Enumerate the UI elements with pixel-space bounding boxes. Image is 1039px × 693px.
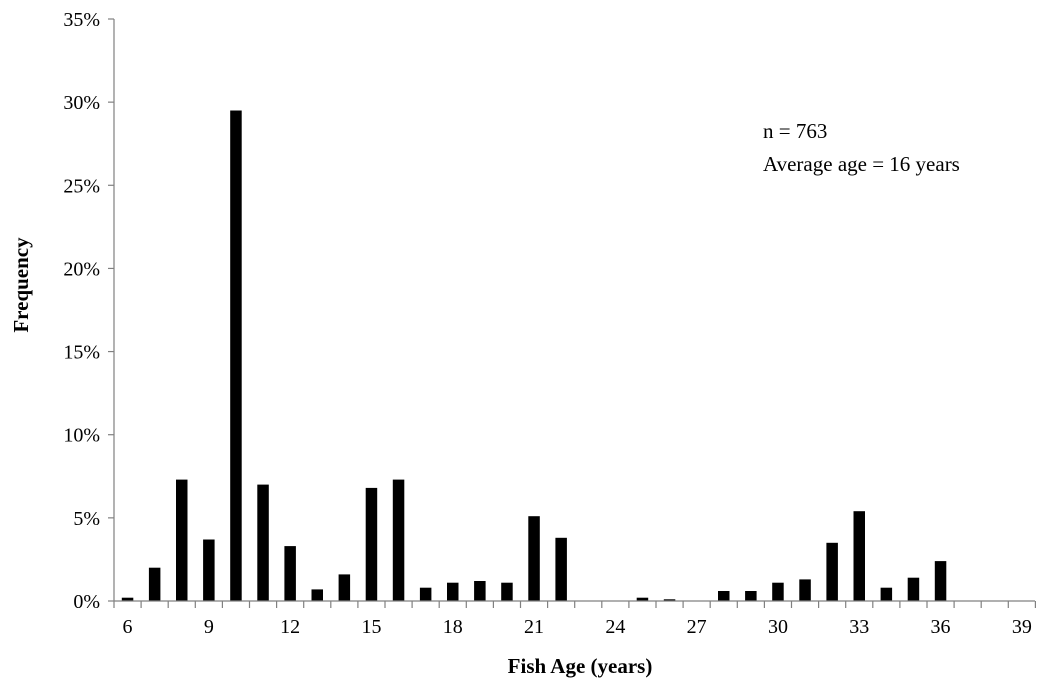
y-tick-label: 35% xyxy=(63,9,100,31)
bar-age-16 xyxy=(392,479,405,601)
x-tick-label: 15 xyxy=(361,616,381,638)
bar-age-17 xyxy=(419,587,432,601)
axes-group xyxy=(108,18,1037,608)
x-tick-label: 36 xyxy=(931,616,951,638)
bar-age-7 xyxy=(148,567,161,601)
bar-age-33 xyxy=(853,511,865,601)
x-axis-title: Fish Age (years) xyxy=(508,654,653,678)
annotation-n: n = 763 xyxy=(763,119,827,143)
x-tick-label: 27 xyxy=(687,616,707,638)
bar-age-26 xyxy=(663,599,676,601)
y-tick-label: 5% xyxy=(73,508,100,530)
bar-age-29 xyxy=(745,591,757,601)
bar-age-11 xyxy=(257,484,269,601)
x-tick-label: 39 xyxy=(1012,616,1032,638)
bar-age-21 xyxy=(528,516,540,601)
y-axis-title: Frequency xyxy=(9,237,33,333)
bar-age-13 xyxy=(311,589,323,601)
bar-age-22 xyxy=(555,537,567,601)
bar-age-10 xyxy=(230,110,242,601)
bar-age-8 xyxy=(176,479,188,601)
bar-age-15 xyxy=(365,487,378,601)
y-tick-label: 15% xyxy=(63,342,100,364)
x-tick-label: 12 xyxy=(280,616,300,638)
labels-group: 0% 5% 10% 15% 20% 25% 30% 35% 6 9 12 15 18 21 24 27 30 33… xyxy=(63,9,1032,638)
x-tick-label: 24 xyxy=(605,616,625,638)
y-tick-label: 25% xyxy=(63,175,100,197)
bar-age-31 xyxy=(799,579,811,601)
bar-age-32 xyxy=(826,542,838,601)
x-tick-label: 30 xyxy=(768,616,788,638)
x-tick-label: 21 xyxy=(524,616,544,638)
y-tick-label: 20% xyxy=(63,258,100,280)
bar-age-34 xyxy=(880,587,893,601)
bar-age-9 xyxy=(203,539,215,601)
x-tick-label: 18 xyxy=(443,616,463,638)
annotation-average-age: Average age = 16 years xyxy=(763,152,960,176)
bar-age-6 xyxy=(121,597,134,601)
bar-age-19 xyxy=(474,581,486,601)
y-tick-label: 30% xyxy=(63,92,100,114)
x-tick-label: 6 xyxy=(123,616,133,638)
bar-age-35 xyxy=(907,577,920,601)
bar-age-14 xyxy=(338,574,351,601)
bar-age-12 xyxy=(284,546,296,601)
bar-age-28 xyxy=(718,591,730,601)
x-tick-label: 33 xyxy=(849,616,869,638)
bar-age-36 xyxy=(934,561,947,601)
bar-age-30 xyxy=(772,582,784,601)
bar-age-25 xyxy=(636,597,649,601)
y-tick-label: 10% xyxy=(63,425,100,447)
bars-group xyxy=(121,110,947,601)
x-tick-label: 9 xyxy=(204,616,214,638)
bar-age-20 xyxy=(501,582,513,601)
y-tick-label: 0% xyxy=(73,591,100,613)
bar-age-18 xyxy=(447,582,459,601)
